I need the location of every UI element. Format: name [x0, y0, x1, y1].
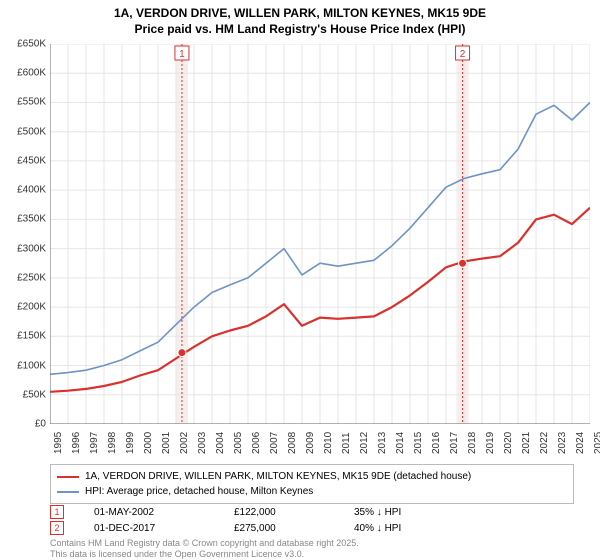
- x-tick-label: 2000: [143, 432, 154, 454]
- x-tick-label: 2011: [341, 432, 352, 454]
- legend-swatch: [57, 491, 79, 493]
- y-tick-label: £550K: [17, 97, 46, 108]
- markers-table: 1 01-MAY-2002 £122,000 35% ↓ HPI 2 01-DEC-201…: [50, 504, 570, 536]
- chart-area: 12: [50, 44, 590, 424]
- y-tick-label: £0: [35, 419, 46, 430]
- x-tick-label: 2001: [161, 432, 172, 454]
- legend: 1A, VERDON DRIVE, WILLEN PARK, MILTON KE…: [50, 464, 574, 504]
- marker-date: 01-MAY-2002: [94, 507, 204, 518]
- x-tick-label: 2018: [467, 432, 478, 454]
- svg-text:1: 1: [179, 49, 185, 60]
- marker-price: £275,000: [234, 523, 324, 534]
- legend-item: 1A, VERDON DRIVE, WILLEN PARK, MILTON KE…: [57, 469, 567, 484]
- x-tick-label: 2003: [197, 432, 208, 454]
- y-axis-labels: £0£50K£100K£150K£200K£250K£300K£350K£400…: [0, 44, 48, 424]
- marker-date: 01-DEC-2017: [94, 523, 204, 534]
- x-tick-label: 2010: [323, 432, 334, 454]
- x-axis-labels: 1995 1996 1997 1998 1999 2000 2001 2002 2003 2004…: [50, 426, 590, 466]
- x-tick-label: 1999: [125, 432, 136, 454]
- x-tick-label: 2014: [395, 432, 406, 454]
- svg-text:2: 2: [460, 49, 466, 60]
- legend-swatch: [57, 476, 79, 478]
- y-tick-label: £500K: [17, 126, 46, 137]
- y-tick-label: £200K: [17, 302, 46, 313]
- x-tick-label: 1997: [89, 432, 100, 454]
- x-tick-label: 2024: [575, 432, 586, 454]
- title-line1: 1A, VERDON DRIVE, WILLEN PARK, MILTON KE…: [0, 6, 600, 22]
- x-tick-label: 2015: [413, 432, 424, 454]
- x-tick-label: 2021: [521, 432, 532, 454]
- legend-label: HPI: Average price, detached house, Milt…: [85, 484, 313, 499]
- x-tick-label: 2012: [359, 432, 370, 454]
- title-line2: Price paid vs. HM Land Registry's House …: [0, 22, 600, 38]
- x-tick-label: 2008: [287, 432, 298, 454]
- y-tick-label: £250K: [17, 272, 46, 283]
- x-tick-label: 1998: [107, 432, 118, 454]
- x-tick-label: 2020: [503, 432, 514, 454]
- y-tick-label: £100K: [17, 360, 46, 371]
- x-tick-label: 2023: [557, 432, 568, 454]
- y-tick-label: £350K: [17, 214, 46, 225]
- marker-row: 1 01-MAY-2002 £122,000 35% ↓ HPI: [50, 504, 570, 520]
- chart-svg: 12: [50, 44, 590, 424]
- y-tick-label: £150K: [17, 331, 46, 342]
- x-tick-label: 2007: [269, 432, 280, 454]
- x-tick-label: 2019: [485, 432, 496, 454]
- x-tick-label: 2006: [251, 432, 262, 454]
- x-tick-label: 1995: [53, 432, 64, 454]
- y-tick-label: £450K: [17, 155, 46, 166]
- chart-title: 1A, VERDON DRIVE, WILLEN PARK, MILTON KE…: [0, 0, 600, 37]
- footer-line1: Contains HM Land Registry data © Crown c…: [50, 538, 359, 549]
- x-tick-label: 2009: [305, 432, 316, 454]
- x-tick-label: 2022: [539, 432, 550, 454]
- marker-row: 2 01-DEC-2017 £275,000 40% ↓ HPI: [50, 520, 570, 536]
- legend-label: 1A, VERDON DRIVE, WILLEN PARK, MILTON KE…: [85, 469, 471, 484]
- marker-price: £122,000: [234, 507, 324, 518]
- marker-pct: 40% ↓ HPI: [354, 523, 454, 534]
- x-tick-label: 2025: [593, 432, 600, 454]
- y-tick-label: £50K: [23, 389, 46, 400]
- footer: Contains HM Land Registry data © Crown c…: [50, 538, 359, 560]
- legend-item: HPI: Average price, detached house, Milt…: [57, 484, 567, 499]
- x-tick-label: 1996: [71, 432, 82, 454]
- x-tick-label: 2013: [377, 432, 388, 454]
- marker-badge: 2: [50, 521, 64, 535]
- footer-line2: This data is licensed under the Open Gov…: [50, 549, 359, 560]
- y-tick-label: £300K: [17, 243, 46, 254]
- x-tick-label: 2002: [179, 432, 190, 454]
- x-tick-label: 2004: [215, 432, 226, 454]
- marker-badge: 1: [50, 505, 64, 519]
- y-tick-label: £600K: [17, 68, 46, 79]
- x-tick-label: 2016: [431, 432, 442, 454]
- marker-pct: 35% ↓ HPI: [354, 507, 454, 518]
- x-tick-label: 2017: [449, 432, 460, 454]
- y-tick-label: £400K: [17, 185, 46, 196]
- x-tick-label: 2005: [233, 432, 244, 454]
- y-tick-label: £650K: [17, 39, 46, 50]
